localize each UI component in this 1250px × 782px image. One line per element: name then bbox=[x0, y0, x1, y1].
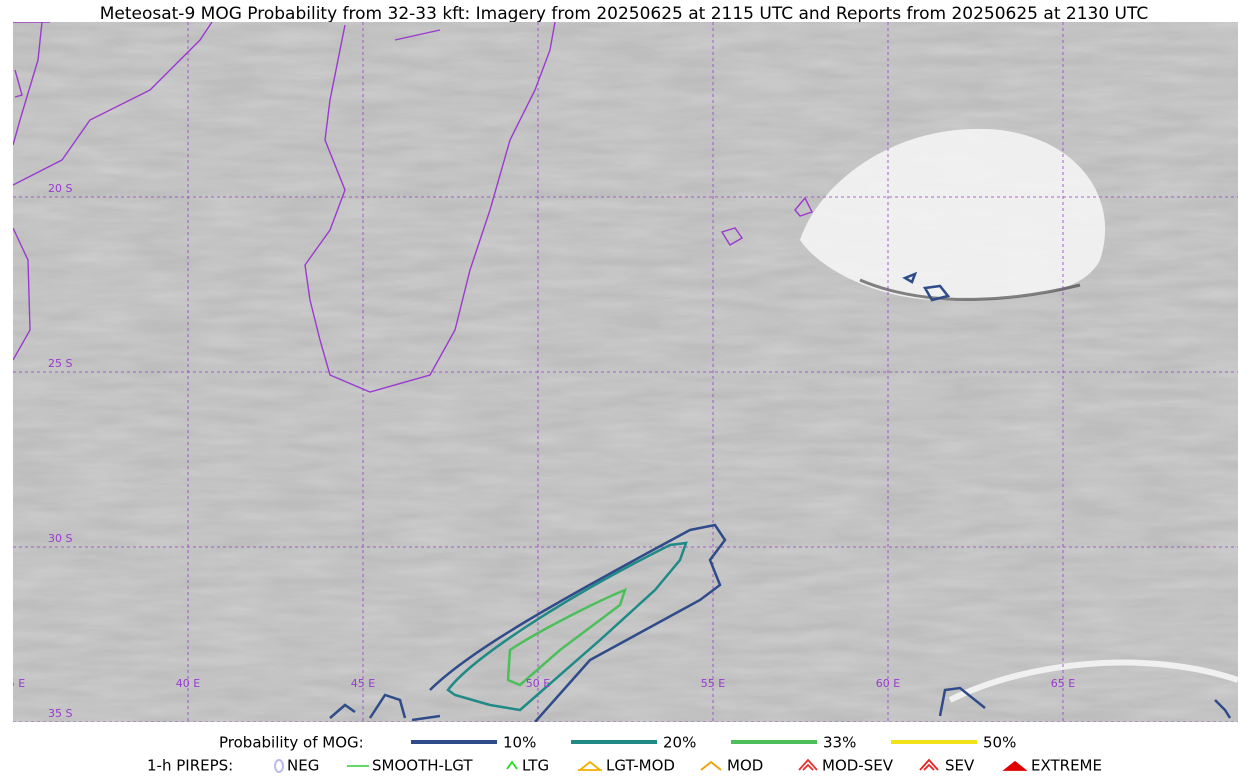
graticule bbox=[13, 22, 1238, 722]
pirep-icon bbox=[506, 760, 518, 770]
legend-label: 33% bbox=[823, 734, 856, 752]
cloud-shadow bbox=[859, 278, 1081, 301]
coastline-mascarene bbox=[720, 196, 813, 246]
legend: Probability of MOG: 10% 20% 33% 50% 1-h PIREP… bbox=[147, 734, 1102, 775]
lat-label: 25 S bbox=[48, 357, 72, 370]
cloud-band bbox=[948, 659, 1238, 703]
legend-label: SMOOTH-LGT bbox=[372, 757, 473, 775]
contour-10 bbox=[429, 523, 727, 722]
pirep-icon bbox=[274, 759, 284, 773]
legend-label: MOD bbox=[727, 757, 763, 775]
pirep-icon bbox=[919, 758, 939, 771]
graticule-labels: 35 E 40 E 45 E 50 E 55 E 60 E 65 E 20 S 25 S 30 S… bbox=[1, 182, 1075, 720]
cloud-mass bbox=[800, 128, 1106, 300]
pirep-icon bbox=[798, 758, 818, 771]
lat-label: 20 S bbox=[48, 182, 72, 195]
coastline-mozambique bbox=[13, 227, 31, 361]
lon-label: 35 E bbox=[1, 677, 25, 690]
legend-label: MOD-SEV bbox=[822, 757, 894, 775]
lon-label: 40 E bbox=[176, 677, 200, 690]
legend-label: SEV bbox=[945, 757, 975, 775]
lon-label: 45 E bbox=[351, 677, 375, 690]
legend-title: Probability of MOG: bbox=[219, 734, 364, 752]
contour-10-small bbox=[329, 271, 1232, 722]
lon-label: 55 E bbox=[701, 677, 725, 690]
legend-title: 1-h PIREPS: bbox=[147, 757, 233, 775]
pirep-icon bbox=[700, 760, 722, 771]
contour-33 bbox=[506, 587, 628, 687]
legend-label: LTG bbox=[522, 757, 549, 775]
lon-label: 65 E bbox=[1051, 677, 1075, 690]
lat-label: 30 S bbox=[48, 532, 72, 545]
title: Meteosat-9 MOG Probability from 32-33 kf… bbox=[100, 4, 1149, 24]
legend-label: EXTREME bbox=[1031, 757, 1102, 775]
legend-label: 20% bbox=[663, 734, 696, 752]
coastline-madagascar bbox=[304, 22, 556, 393]
lat-label: 35 S bbox=[48, 707, 72, 720]
legend-label: 10% bbox=[503, 734, 536, 752]
map: 35 E 40 E 45 E 50 E 55 E 60 E 65 E 20 S 25 S 30 S… bbox=[1, 22, 1238, 722]
lon-label: 50 E bbox=[526, 677, 550, 690]
legend-label: LGT-MOD bbox=[606, 757, 675, 775]
coastline-africa bbox=[13, 22, 213, 186]
pirep-icon bbox=[578, 760, 602, 771]
pirep-icon bbox=[1002, 760, 1028, 771]
lon-label: 60 E bbox=[876, 677, 900, 690]
legend-label: NEG bbox=[287, 757, 319, 775]
contour-20 bbox=[446, 541, 688, 712]
legend-label: 50% bbox=[983, 734, 1016, 752]
